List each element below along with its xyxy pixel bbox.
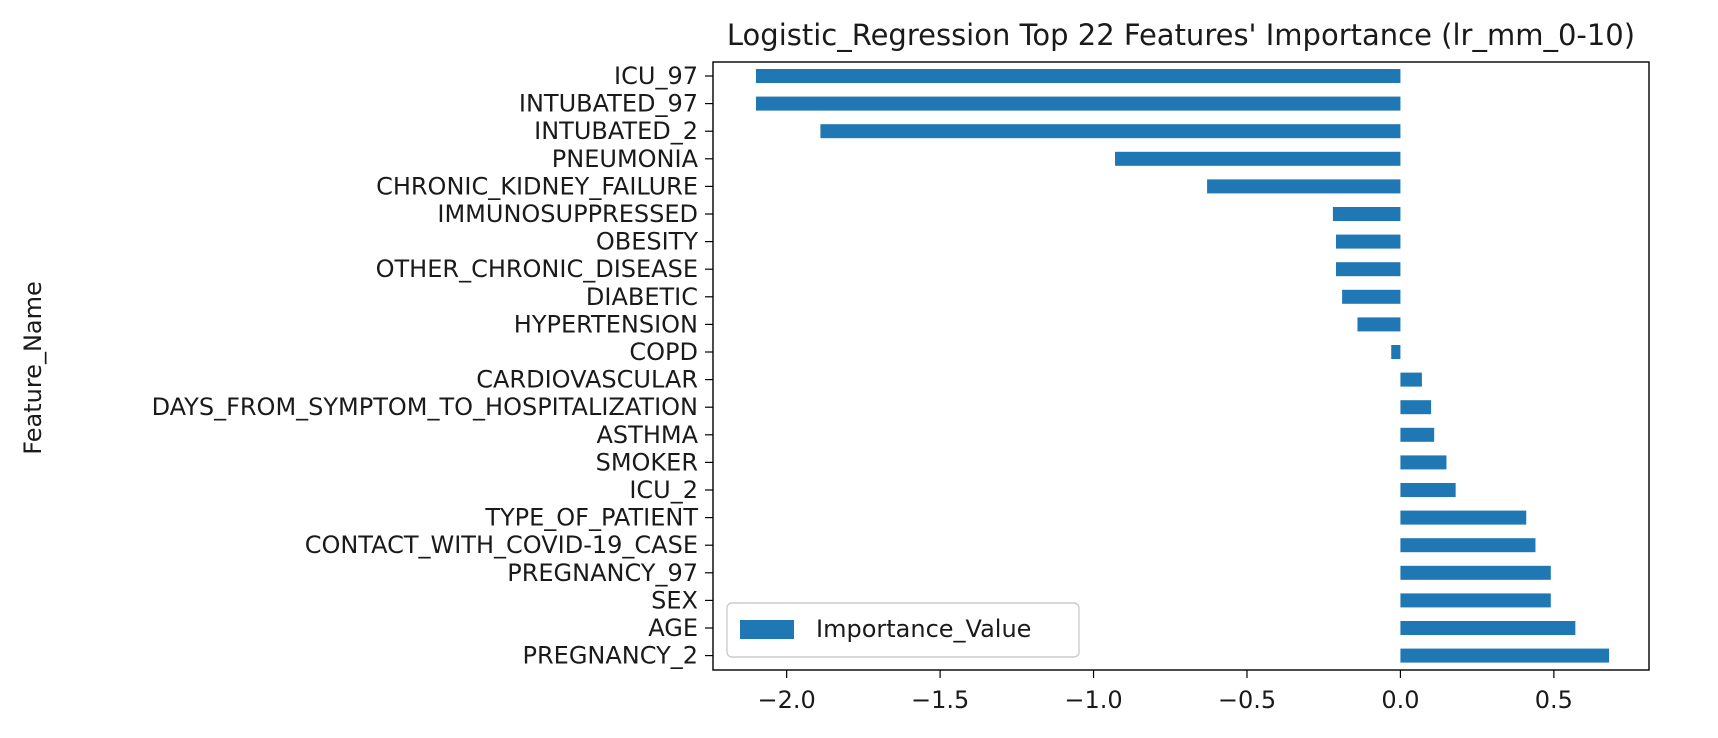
y-tick-label: SMOKER bbox=[596, 448, 698, 476]
x-tick-label: −2.0 bbox=[758, 686, 816, 714]
y-tick-label: ICU_2 bbox=[629, 476, 698, 504]
y-tick-label: ICU_97 bbox=[614, 62, 698, 90]
y-axis-label: Feature_Name bbox=[19, 281, 47, 455]
bar bbox=[820, 124, 1401, 139]
y-tick-label: INTUBATED_2 bbox=[534, 117, 698, 145]
legend: Importance_Value bbox=[726, 602, 1080, 658]
y-tick-label: DIABETIC bbox=[586, 283, 698, 311]
bar bbox=[1335, 234, 1401, 249]
y-tick-label: CONTACT_WITH_COVID-19_CASE bbox=[305, 531, 698, 559]
legend-swatch bbox=[740, 620, 794, 639]
bar bbox=[1207, 179, 1401, 194]
y-tick-label: OTHER_CHRONIC_DISEASE bbox=[376, 255, 698, 283]
y-tick-label: DAYS_FROM_SYMPTOM_TO_HOSPITALIZATION bbox=[152, 393, 698, 421]
x-axis: −2.0 −1.5 −1.0 −0.5 0.0 0.5 bbox=[758, 670, 1573, 714]
y-axis: ICU_97INTUBATED_97INTUBATED_2PNEUMONIACH… bbox=[152, 62, 713, 670]
y-tick-label: HYPERTENSION bbox=[514, 310, 698, 338]
y-tick-label: PREGNANCY_2 bbox=[523, 642, 699, 670]
bar bbox=[1400, 621, 1576, 635]
y-tick-label: OBESITY bbox=[596, 228, 698, 256]
y-tick-label: CHRONIC_KIDNEY_FAILURE bbox=[376, 172, 698, 200]
bar bbox=[1400, 593, 1551, 608]
plot-frame bbox=[712, 61, 1650, 671]
bar bbox=[1342, 289, 1401, 304]
y-tick-label: COPD bbox=[629, 338, 698, 366]
y-tick-label: AGE bbox=[648, 614, 698, 642]
y-tick-label: IMMUNOSUPPRESSED bbox=[437, 200, 698, 228]
bar bbox=[1335, 262, 1401, 277]
y-tick-label: PNEUMONIA bbox=[552, 145, 699, 173]
y-tick-label: TYPE_OF_PATIENT bbox=[484, 504, 698, 532]
bar bbox=[1400, 483, 1456, 497]
x-tick-label: −1.0 bbox=[1064, 686, 1122, 714]
bar bbox=[1400, 565, 1551, 580]
bar bbox=[1400, 648, 1610, 663]
y-tick-label: SEX bbox=[651, 586, 698, 614]
bar bbox=[1400, 455, 1447, 470]
bar bbox=[1357, 317, 1401, 332]
legend-box bbox=[726, 602, 1080, 658]
bars-group bbox=[755, 69, 1610, 663]
x-tick-label: 0.0 bbox=[1381, 686, 1419, 714]
legend-label: Importance_Value bbox=[816, 615, 1031, 643]
bar bbox=[1332, 207, 1401, 221]
bar bbox=[1400, 538, 1536, 553]
bar bbox=[1400, 372, 1422, 387]
chart-title: Logistic_Regression Top 22 Features' Imp… bbox=[727, 18, 1635, 52]
bar bbox=[755, 96, 1401, 111]
bar bbox=[1400, 427, 1435, 442]
bar bbox=[1400, 510, 1527, 525]
bar bbox=[1400, 400, 1432, 415]
x-tick-label: −0.5 bbox=[1218, 686, 1276, 714]
bar bbox=[755, 69, 1401, 83]
y-tick-label: INTUBATED_97 bbox=[519, 90, 698, 118]
y-tick-label: CARDIOVASCULAR bbox=[476, 366, 698, 394]
y-tick-label: ASTHMA bbox=[597, 421, 699, 449]
x-tick-label: 0.5 bbox=[1535, 686, 1573, 714]
y-tick-label: PREGNANCY_97 bbox=[507, 559, 698, 587]
bar bbox=[1391, 345, 1401, 359]
bar bbox=[1115, 151, 1401, 166]
x-tick-label: −1.5 bbox=[911, 686, 969, 714]
